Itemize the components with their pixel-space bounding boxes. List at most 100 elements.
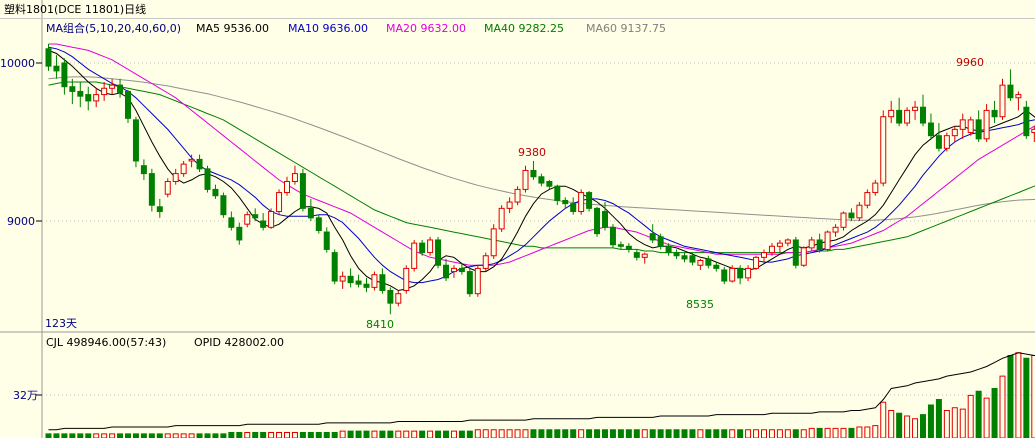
volume-bar — [816, 427, 823, 438]
candle — [999, 78, 1006, 120]
candle-body — [435, 239, 442, 266]
candle-body — [347, 275, 354, 284]
ma20-legend: MA20 9632.00 — [386, 22, 466, 35]
candle — [466, 268, 473, 297]
candle — [904, 107, 911, 127]
volume-bar — [339, 430, 346, 438]
volume-bar — [482, 429, 489, 438]
candle-body — [538, 176, 545, 184]
candle-body — [411, 242, 418, 269]
candle — [506, 197, 513, 214]
ma5-legend: MA5 9536.00 — [196, 22, 269, 35]
candle — [617, 241, 624, 250]
volume-bar — [61, 433, 68, 438]
candle — [284, 176, 290, 196]
candle — [602, 202, 608, 231]
candle — [93, 88, 100, 108]
volume-bar — [244, 432, 251, 438]
candle-body — [156, 206, 163, 213]
candle-body — [1023, 106, 1030, 137]
volume-bar — [363, 430, 370, 438]
volume-bar — [45, 433, 52, 438]
candle-body — [705, 258, 712, 266]
volume-bar — [967, 394, 974, 438]
candle — [268, 208, 275, 229]
volume-bar — [490, 429, 497, 438]
candle — [101, 81, 108, 101]
volume-bar — [880, 401, 887, 438]
candle — [1007, 69, 1014, 101]
volume-bar — [379, 430, 386, 438]
volume-bar — [578, 429, 585, 438]
ma5-line — [48, 49, 1035, 292]
volume-bar — [514, 429, 521, 438]
volume-bar — [109, 433, 116, 438]
candle — [260, 213, 267, 231]
candle — [148, 168, 155, 212]
candle — [522, 165, 529, 193]
candle-body — [594, 207, 601, 235]
candle — [443, 258, 449, 282]
volume-bar — [101, 433, 108, 438]
period-label: 123天 — [45, 317, 77, 330]
candle-body — [586, 192, 593, 209]
candle-body — [125, 90, 131, 119]
candle — [53, 55, 60, 79]
candle-body — [784, 239, 791, 244]
candle-body — [132, 119, 139, 162]
candle — [371, 271, 378, 291]
volume-bar — [85, 433, 92, 438]
candle — [959, 113, 966, 139]
candle-body — [681, 255, 688, 260]
volume-bar — [943, 410, 950, 438]
volume-bar — [450, 430, 457, 438]
candle — [307, 198, 314, 221]
candle — [896, 97, 903, 127]
candle — [172, 168, 179, 185]
candle — [768, 243, 775, 256]
candle-body — [140, 165, 147, 175]
ma60-line — [48, 76, 1035, 221]
volume-bar — [705, 429, 712, 438]
candle — [291, 165, 298, 185]
candle-body — [482, 255, 489, 269]
candle-body — [761, 252, 767, 258]
candle — [323, 227, 330, 253]
candle-body — [1007, 84, 1014, 99]
candle-body — [244, 214, 251, 225]
volume-bar — [983, 397, 990, 438]
volume-bar — [458, 430, 465, 438]
volume-bar — [737, 429, 744, 438]
candle — [109, 78, 116, 95]
candle-body — [427, 239, 434, 254]
volume-bar — [427, 430, 434, 438]
candle-body — [816, 239, 823, 250]
candle — [419, 239, 426, 256]
candle — [379, 268, 386, 294]
candle — [665, 243, 672, 256]
candle — [514, 186, 521, 206]
candle-body — [172, 173, 179, 183]
candle — [737, 265, 744, 285]
volume-bar — [125, 433, 131, 438]
candle — [117, 78, 124, 98]
volume-bar — [713, 429, 720, 438]
candle-body — [951, 128, 958, 137]
volume-bar — [745, 429, 752, 438]
candle-body — [999, 84, 1006, 118]
candle — [395, 290, 402, 307]
candle-body — [458, 267, 465, 273]
candle-body — [506, 201, 513, 209]
volume-bar — [999, 375, 1006, 438]
volume-bar — [697, 429, 704, 438]
candle-body — [276, 192, 283, 213]
candle — [625, 243, 632, 253]
candle — [546, 179, 553, 190]
volume-bar — [164, 433, 171, 438]
volume-bar — [443, 430, 449, 438]
candle — [562, 197, 569, 209]
candle-body — [77, 90, 84, 97]
volume-bar — [291, 432, 298, 438]
candle — [474, 265, 481, 297]
